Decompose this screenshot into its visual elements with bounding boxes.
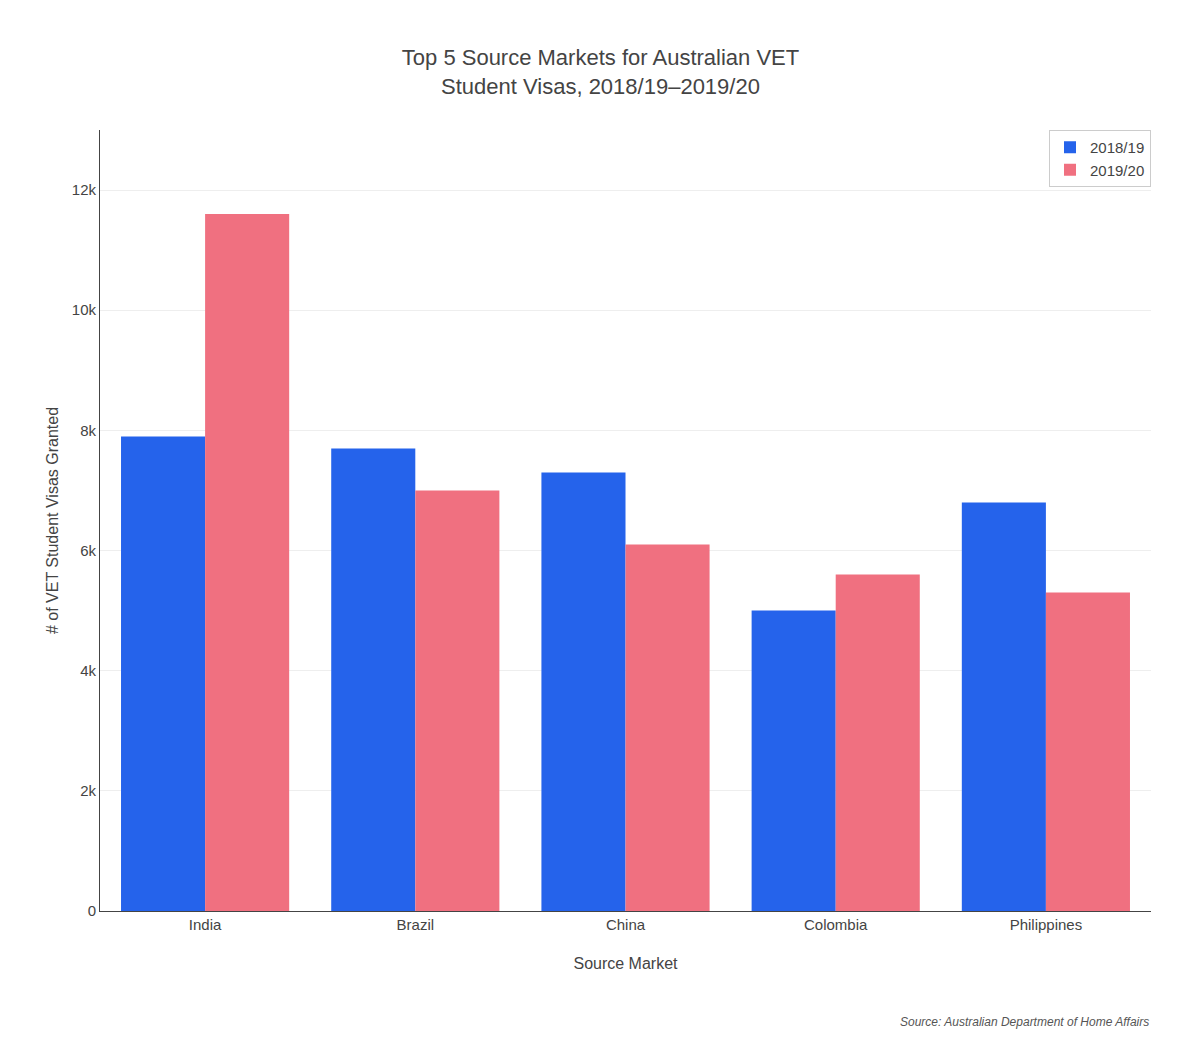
svg-text:4k: 4k bbox=[80, 662, 96, 679]
svg-text:Source: Australian Department: Source: Australian Department of Home Af… bbox=[900, 1015, 1149, 1029]
svg-text:2019/20: 2019/20 bbox=[1090, 162, 1144, 179]
svg-text:6k: 6k bbox=[80, 542, 96, 559]
svg-text:China: China bbox=[606, 916, 646, 933]
svg-text:8k: 8k bbox=[80, 422, 96, 439]
svg-text:Top 5 Source Markets for Austr: Top 5 Source Markets for Australian VETS… bbox=[402, 45, 799, 99]
svg-text:Colombia: Colombia bbox=[804, 916, 868, 933]
svg-text:10k: 10k bbox=[72, 301, 97, 318]
svg-text:12k: 12k bbox=[72, 181, 97, 198]
svg-text:Philippines: Philippines bbox=[1010, 916, 1083, 933]
svg-text:# of VET Student Visas Granted: # of VET Student Visas Granted bbox=[44, 407, 61, 634]
svg-text:2018/19: 2018/19 bbox=[1090, 139, 1144, 156]
svg-text:Source Market: Source Market bbox=[573, 955, 678, 972]
svg-text:2k: 2k bbox=[80, 782, 96, 799]
svg-text:India: India bbox=[189, 916, 222, 933]
svg-text:0: 0 bbox=[88, 902, 96, 919]
svg-text:Brazil: Brazil bbox=[397, 916, 435, 933]
